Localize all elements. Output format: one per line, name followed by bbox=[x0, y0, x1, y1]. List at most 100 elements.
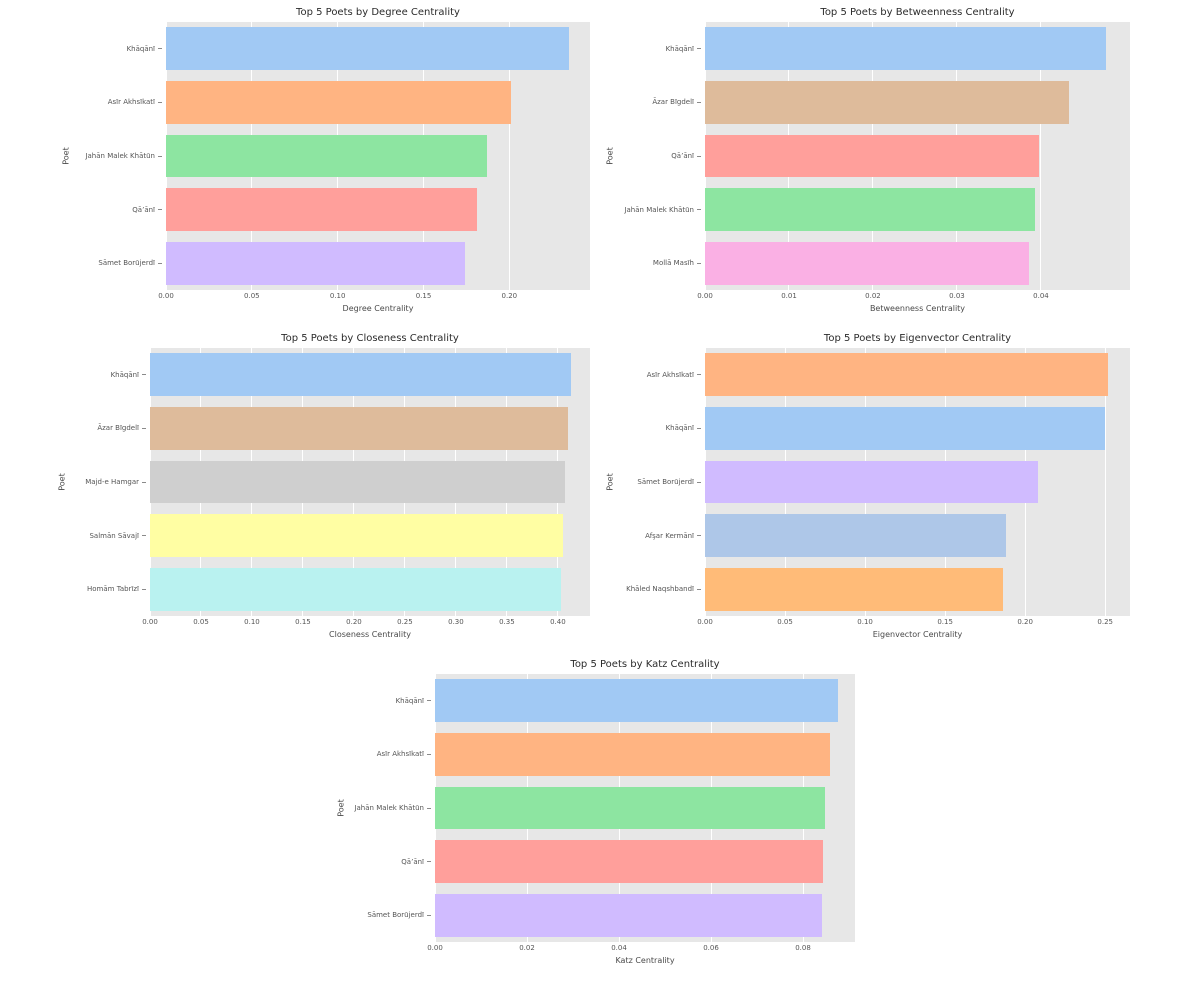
x-tick-label: 0.06 bbox=[703, 944, 719, 952]
y-tick-label: Āzar Bīgdelī bbox=[652, 98, 701, 106]
bar-khaqani bbox=[705, 27, 1107, 71]
x-tick-label: 0.00 bbox=[158, 292, 174, 300]
x-tick-label: 0.00 bbox=[142, 618, 158, 626]
x-axis-label: Betweenness Centrality bbox=[869, 304, 966, 313]
x-tick-label: 0.15 bbox=[937, 618, 953, 626]
y-tick-label: Khāqānī bbox=[666, 424, 701, 432]
chart-betweenness-centrality: Top 5 Poets by Betweenness Centrality Po… bbox=[602, 0, 1204, 326]
x-tick-label: 0.10 bbox=[329, 292, 346, 300]
y-tick-label: Khāqānī bbox=[127, 45, 162, 53]
x-tick-labels: 0.00 0.05 0.10 0.15 0.20 0.25 bbox=[697, 616, 1130, 628]
y-tick-label: Asīr Akhsīkatī bbox=[377, 750, 431, 758]
bar-khaqani bbox=[150, 353, 572, 397]
x-tick-label: 0.10 bbox=[244, 618, 260, 626]
gridline bbox=[1104, 348, 1106, 616]
bar-jahan-malek-khatun bbox=[705, 188, 1036, 232]
y-tick-labels: Asīr Akhsīkatī Khāqānī Sāmet Borūjerdī Afşa… bbox=[602, 348, 701, 616]
y-tick-label: Homām Tabrīzī bbox=[87, 585, 146, 593]
bar-khaqani bbox=[435, 679, 838, 723]
chart-title: Top 5 Poets by Betweenness Centrality bbox=[820, 7, 1015, 18]
chart-title: Top 5 Poets by Katz Centrality bbox=[570, 659, 720, 670]
bar-homam-tabrizi bbox=[150, 567, 561, 611]
chart-body: Poet Khāqānī Asīr Akhsīkatī Jahān Malek Kh… bbox=[0, 22, 602, 290]
y-tick-label: Majd-e Hamgar bbox=[85, 478, 146, 486]
x-tick-label: 0.05 bbox=[777, 618, 793, 626]
x-tick-label: 0.25 bbox=[397, 618, 413, 626]
x-axis-label: Closeness Centrality bbox=[329, 630, 411, 639]
x-tick-label: 0.02 bbox=[519, 944, 535, 952]
plot-area bbox=[704, 348, 1130, 616]
y-tick-labels: Khāqānī Āzar Bīgdelī Majd-e Hamgar Salmān S… bbox=[0, 348, 146, 616]
x-tick-label: 0.05 bbox=[244, 292, 260, 300]
gridline bbox=[508, 22, 510, 290]
x-tick-label: 0.04 bbox=[611, 944, 627, 952]
x-axis-label: Katz Centrality bbox=[615, 956, 675, 965]
chart-closeness-centrality: Top 5 Poets by Closeness Centrality Poet… bbox=[0, 326, 602, 652]
chart-title: Top 5 Poets by Eigenvector Centrality bbox=[823, 333, 1012, 344]
bar-majd-e-hamgar bbox=[150, 460, 566, 504]
x-tick-label: 0.08 bbox=[795, 944, 811, 952]
x-axis-label: Degree Centrality bbox=[342, 304, 414, 313]
y-tick-label: Khāqānī bbox=[396, 697, 431, 705]
x-tick-label: 0.15 bbox=[295, 618, 311, 626]
chart-degree-centrality: Top 5 Poets by Degree Centrality Poet Kh… bbox=[0, 0, 602, 326]
y-tick-label: Khāqānī bbox=[111, 371, 146, 379]
gridline bbox=[1040, 22, 1042, 290]
bar-samet-borujerdi bbox=[435, 893, 822, 937]
x-tick-label: 0.10 bbox=[857, 618, 873, 626]
bar-qaani bbox=[705, 134, 1040, 178]
bar-qaani bbox=[166, 188, 477, 232]
bar-salman-savaji bbox=[150, 514, 563, 558]
chart-katz-centrality: Top 5 Poets by Katz Centrality Poet Khāq… bbox=[301, 652, 903, 978]
y-tick-label: Mollā Masīh bbox=[653, 259, 701, 267]
chart-body: Poet Khāqānī Āzar Bīgdelī Qā’ānī Jahān Male… bbox=[602, 22, 1204, 290]
x-tick-label: 0.00 bbox=[697, 618, 713, 626]
x-tick-label: 0.20 bbox=[346, 618, 362, 626]
x-tick-label: 0.04 bbox=[1033, 292, 1049, 300]
y-tick-label: Asīr Akhsīkatī bbox=[647, 371, 701, 379]
bar-khaqani bbox=[705, 406, 1106, 450]
plot-area bbox=[434, 674, 855, 942]
x-tick-labels: 0.00 0.01 0.02 0.03 0.04 bbox=[697, 290, 1130, 302]
y-tick-labels: Khāqānī Asīr Akhsīkatī Jahān Malek Khātūn Q… bbox=[0, 22, 162, 290]
bar-jahan-malek-khatun bbox=[435, 786, 826, 830]
y-tick-label: Qā’ānī bbox=[401, 858, 431, 866]
x-tick-labels: 0.00 0.05 0.10 0.15 0.20 bbox=[158, 290, 590, 302]
y-tick-labels: Khāqānī Āzar Bīgdelī Qā’ānī Jahān Malek Khā… bbox=[602, 22, 701, 290]
bar-asir-akhsikati bbox=[166, 80, 512, 124]
chart-eigenvector-centrality: Top 5 Poets by Eigenvector Centrality Po… bbox=[602, 326, 1204, 652]
y-tick-label: Āzar Bīgdelī bbox=[97, 424, 146, 432]
bar-azar-bigdeli bbox=[150, 406, 569, 450]
y-tick-label: Jahān Malek Khātūn bbox=[354, 804, 431, 812]
plot-area bbox=[165, 22, 590, 290]
y-tick-label: Asīr Akhsīkatī bbox=[108, 98, 162, 106]
x-tick-label: 0.00 bbox=[427, 944, 443, 952]
chart-body: Poet Khāqānī Asīr Akhsīkatī Jahān Malek Kh… bbox=[301, 674, 903, 942]
bar-jahan-malek-khatun bbox=[166, 134, 487, 178]
bar-khaled-naqshbandi bbox=[705, 567, 1003, 611]
x-tick-label: 0.40 bbox=[550, 618, 566, 626]
x-tick-labels: 0.00 0.02 0.04 0.06 0.08 bbox=[427, 942, 855, 954]
y-tick-label: Salmān Sāvajī bbox=[89, 532, 146, 540]
y-tick-label: Khāled Naqshbandī bbox=[626, 585, 701, 593]
bar-afsar-kermani bbox=[705, 514, 1006, 558]
y-tick-label: Sāmet Borūjerdī bbox=[637, 478, 701, 486]
x-tick-label: 0.01 bbox=[781, 292, 797, 300]
chart-body: Poet Asīr Akhsīkatī Khāqānī Sāmet Borūjerd… bbox=[602, 348, 1204, 616]
x-tick-label: 0.05 bbox=[193, 618, 209, 626]
plot-area bbox=[149, 348, 590, 616]
x-tick-label: 0.02 bbox=[865, 292, 881, 300]
y-tick-label: Jahān Malek Khātūn bbox=[85, 152, 162, 160]
y-tick-labels: Khāqānī Asīr Akhsīkatī Jahān Malek Khātūn Q… bbox=[301, 674, 431, 942]
bar-qaani bbox=[435, 840, 824, 884]
bar-molla-masih bbox=[705, 241, 1030, 285]
y-tick-label: Afşar Kermānī bbox=[645, 532, 701, 540]
y-tick-label: Qā’ānī bbox=[671, 152, 701, 160]
x-tick-label: 0.30 bbox=[448, 618, 464, 626]
bar-khaqani bbox=[166, 27, 570, 71]
x-tick-label: 0.35 bbox=[499, 618, 515, 626]
y-tick-label: Khāqānī bbox=[666, 45, 701, 53]
y-tick-label: Sāmet Borūjerdī bbox=[367, 911, 431, 919]
y-tick-label: Jahān Malek Khātūn bbox=[624, 206, 701, 214]
